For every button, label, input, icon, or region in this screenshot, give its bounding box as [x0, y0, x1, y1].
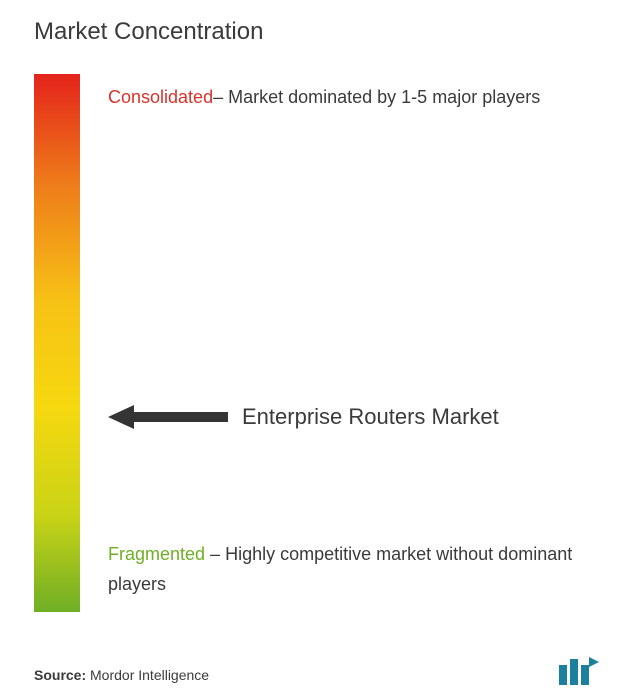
consolidated-highlight: Consolidated: [108, 87, 213, 107]
source-attribution: Source: Mordor Intelligence: [34, 667, 209, 683]
consolidated-label: Consolidated– Market dominated by 1-5 ma…: [108, 82, 540, 113]
arrow-left-icon: [108, 405, 228, 429]
concentration-diagram: Consolidated– Market dominated by 1-5 ma…: [34, 74, 593, 612]
consolidated-desc: – Market dominated by 1-5 major players: [213, 87, 540, 107]
gradient-scale-bar: [34, 74, 80, 612]
source-value: Mordor Intelligence: [90, 667, 209, 683]
mordor-logo-icon: [559, 655, 603, 685]
market-marker-row: Enterprise Routers Market: [108, 404, 499, 430]
fragmented-highlight: Fragmented: [108, 544, 205, 564]
labels-column: Consolidated– Market dominated by 1-5 ma…: [108, 74, 593, 612]
fragmented-label: Fragmented – Highly competitive market w…: [108, 539, 593, 600]
page-title: Market Concentration: [34, 18, 593, 46]
source-label: Source:: [34, 667, 86, 683]
market-name-label: Enterprise Routers Market: [242, 404, 499, 430]
